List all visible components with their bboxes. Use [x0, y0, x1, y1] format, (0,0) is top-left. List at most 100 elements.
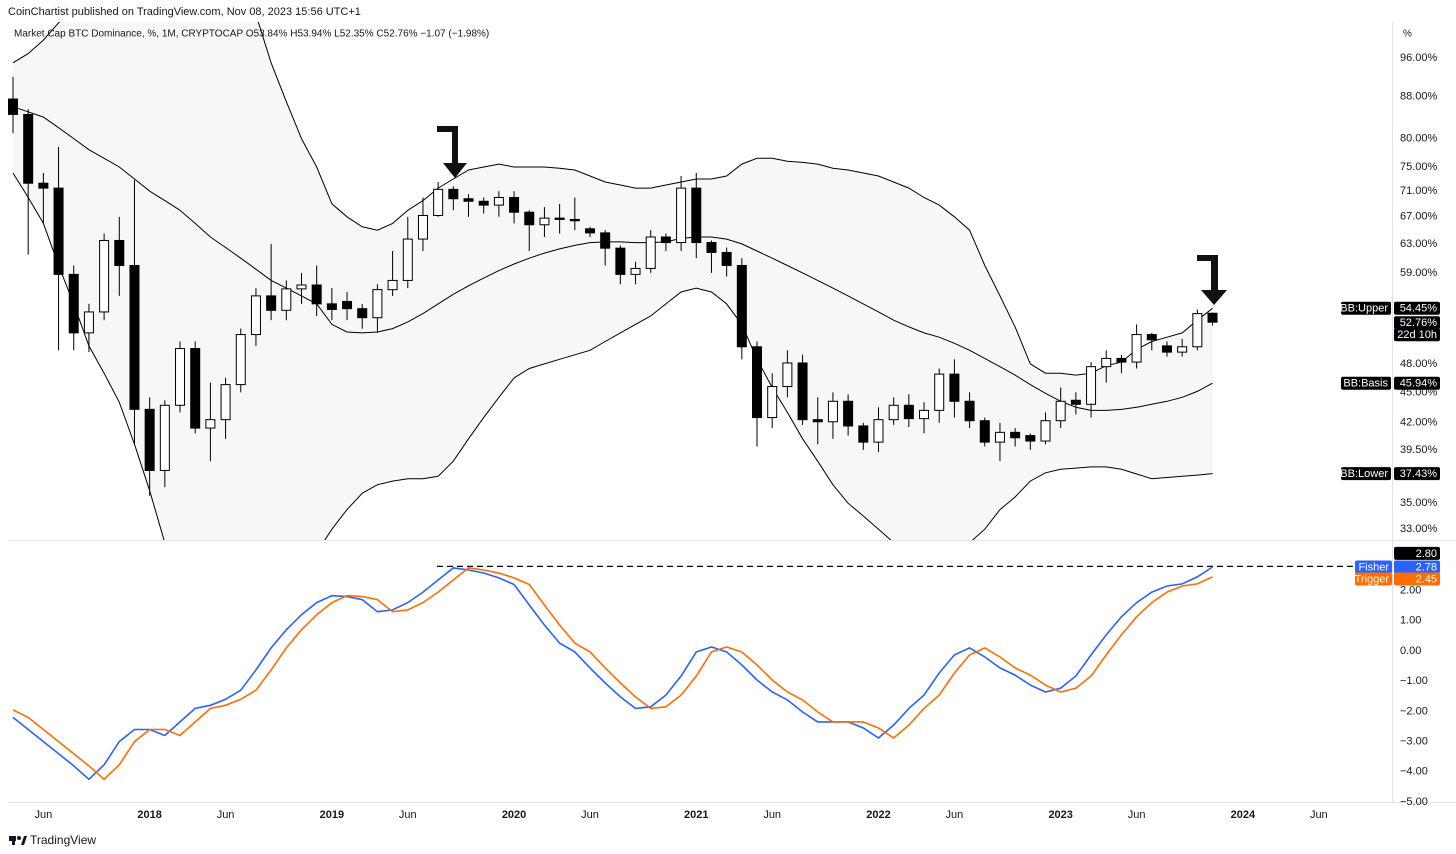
- candle-body: [812, 419, 823, 423]
- candle-body: [1055, 400, 1066, 422]
- x-tick-label: Jun: [1310, 809, 1328, 821]
- candle-body: [205, 419, 216, 429]
- overlay-name: BB:Basis: [1343, 378, 1388, 390]
- x-tick-label: 2021: [684, 809, 708, 821]
- indicator-tick-label: 2.00: [1400, 584, 1421, 596]
- candle-body: [387, 279, 398, 291]
- candle-body: [1207, 312, 1218, 323]
- candle-body: [1086, 366, 1097, 405]
- candle-body: [1025, 435, 1036, 442]
- candle-body: [129, 264, 140, 410]
- indicator-tick-label: −3.00: [1400, 735, 1428, 747]
- x-tick-label: Jun: [1128, 809, 1146, 821]
- candle-body: [539, 217, 550, 226]
- level-label: 2.80: [1416, 548, 1437, 560]
- axes: 96.00% 88.00% 80.00% 75.00% 71.00% 67.00% 63.0…: [34, 52, 1440, 821]
- overlay-name: BB:Lower: [1340, 468, 1388, 480]
- x-tick-label: 2024: [1231, 809, 1256, 821]
- candle-body: [827, 400, 838, 423]
- y-tick-label: 33.00%: [1400, 523, 1438, 535]
- candle-body: [752, 346, 763, 419]
- overlay-name-box: [1341, 301, 1391, 315]
- y-tick-label: 63.00%: [1400, 238, 1438, 250]
- overlay-value-box: [1394, 301, 1440, 315]
- candle-body: [843, 400, 854, 427]
- candle-body: [281, 288, 292, 311]
- candle-body: [509, 196, 520, 213]
- y-tick-label: 75.00%: [1400, 161, 1438, 173]
- price-pane: [8, 22, 1218, 540]
- indicator-name: Trigger: [1355, 573, 1390, 585]
- indicator-pane: [12, 565, 1392, 781]
- candle-body: [357, 308, 368, 319]
- candle-body: [190, 348, 201, 429]
- candle-body: [417, 214, 428, 240]
- indicator-tick-label: −5.00: [1400, 796, 1428, 808]
- candle-body: [23, 113, 34, 184]
- candle-body: [858, 425, 869, 443]
- candle-body: [250, 295, 261, 336]
- candle-body: [706, 242, 717, 253]
- indicator-tick-label: −4.00: [1400, 766, 1428, 778]
- y-tick-label: 67.00%: [1400, 211, 1438, 223]
- candle-body: [114, 239, 125, 266]
- overlay-name: BB:Upper: [1340, 303, 1388, 315]
- candle-body: [1161, 345, 1172, 353]
- candle-body: [433, 188, 444, 216]
- bollinger-line: [12, 22, 1213, 376]
- candle-body: [1116, 357, 1127, 363]
- x-tick-label: Jun: [946, 809, 964, 821]
- candle-body: [144, 408, 155, 471]
- indicator-tick-label: −2.00: [1400, 705, 1428, 717]
- candle-body: [645, 236, 656, 269]
- chart-legend: Market Cap BTC Dominance, %, 1M, CRYPTOC…: [14, 29, 489, 40]
- last-price-box: [1394, 316, 1440, 330]
- annotation-arrow: [437, 126, 467, 178]
- candle-body: [1070, 399, 1081, 405]
- overlay-value: 54.45%: [1400, 303, 1438, 315]
- candle-body: [448, 188, 459, 200]
- x-tick-label: Jun: [34, 809, 52, 821]
- last-price: 52.76%: [1400, 317, 1438, 329]
- candle-body: [266, 295, 277, 311]
- overlay-value-box: [1394, 467, 1440, 481]
- indicator-value-box: [1394, 572, 1440, 586]
- candle-body: [99, 239, 110, 313]
- candle-body: [311, 284, 322, 305]
- x-tick-label: 2018: [137, 809, 161, 821]
- candle-body: [630, 267, 641, 275]
- bollinger-line: [12, 172, 1213, 540]
- candle-body: [888, 404, 899, 421]
- candle-body: [159, 404, 170, 471]
- candle-body: [919, 409, 930, 420]
- bar-countdown-box: [1394, 328, 1440, 342]
- candle-body: [463, 198, 474, 202]
- y-tick-label: 59.00%: [1400, 267, 1438, 279]
- candle-body: [478, 200, 489, 206]
- candle-body: [584, 228, 595, 234]
- candle-body: [220, 384, 231, 421]
- publisher-header: CoinChartist published on TradingView.co…: [8, 6, 361, 18]
- candle-body: [1177, 346, 1188, 353]
- candle-body: [569, 218, 580, 222]
- x-tick-label: 2020: [502, 809, 526, 821]
- y-tick-label: 39.50%: [1400, 444, 1438, 456]
- candle-body: [493, 196, 504, 206]
- x-tick-label: 2023: [1048, 809, 1072, 821]
- candle-body: [296, 284, 307, 290]
- y-tick-label: 80.00%: [1400, 132, 1438, 144]
- candle-body: [600, 232, 611, 249]
- indicator-value: 2.45: [1416, 573, 1437, 585]
- candle-body: [53, 187, 64, 275]
- price-unit: %: [1403, 29, 1412, 40]
- indicator-name-box: [1355, 560, 1392, 574]
- candle-body: [175, 348, 186, 406]
- candle-body: [1010, 431, 1021, 439]
- candle-body: [342, 300, 353, 310]
- candle-body: [736, 264, 747, 348]
- tradingview-logo: [9, 836, 27, 845]
- candle-body: [994, 431, 1005, 443]
- candle-body: [782, 362, 793, 388]
- candle-body: [1146, 334, 1157, 341]
- x-tick-label: Jun: [399, 809, 417, 821]
